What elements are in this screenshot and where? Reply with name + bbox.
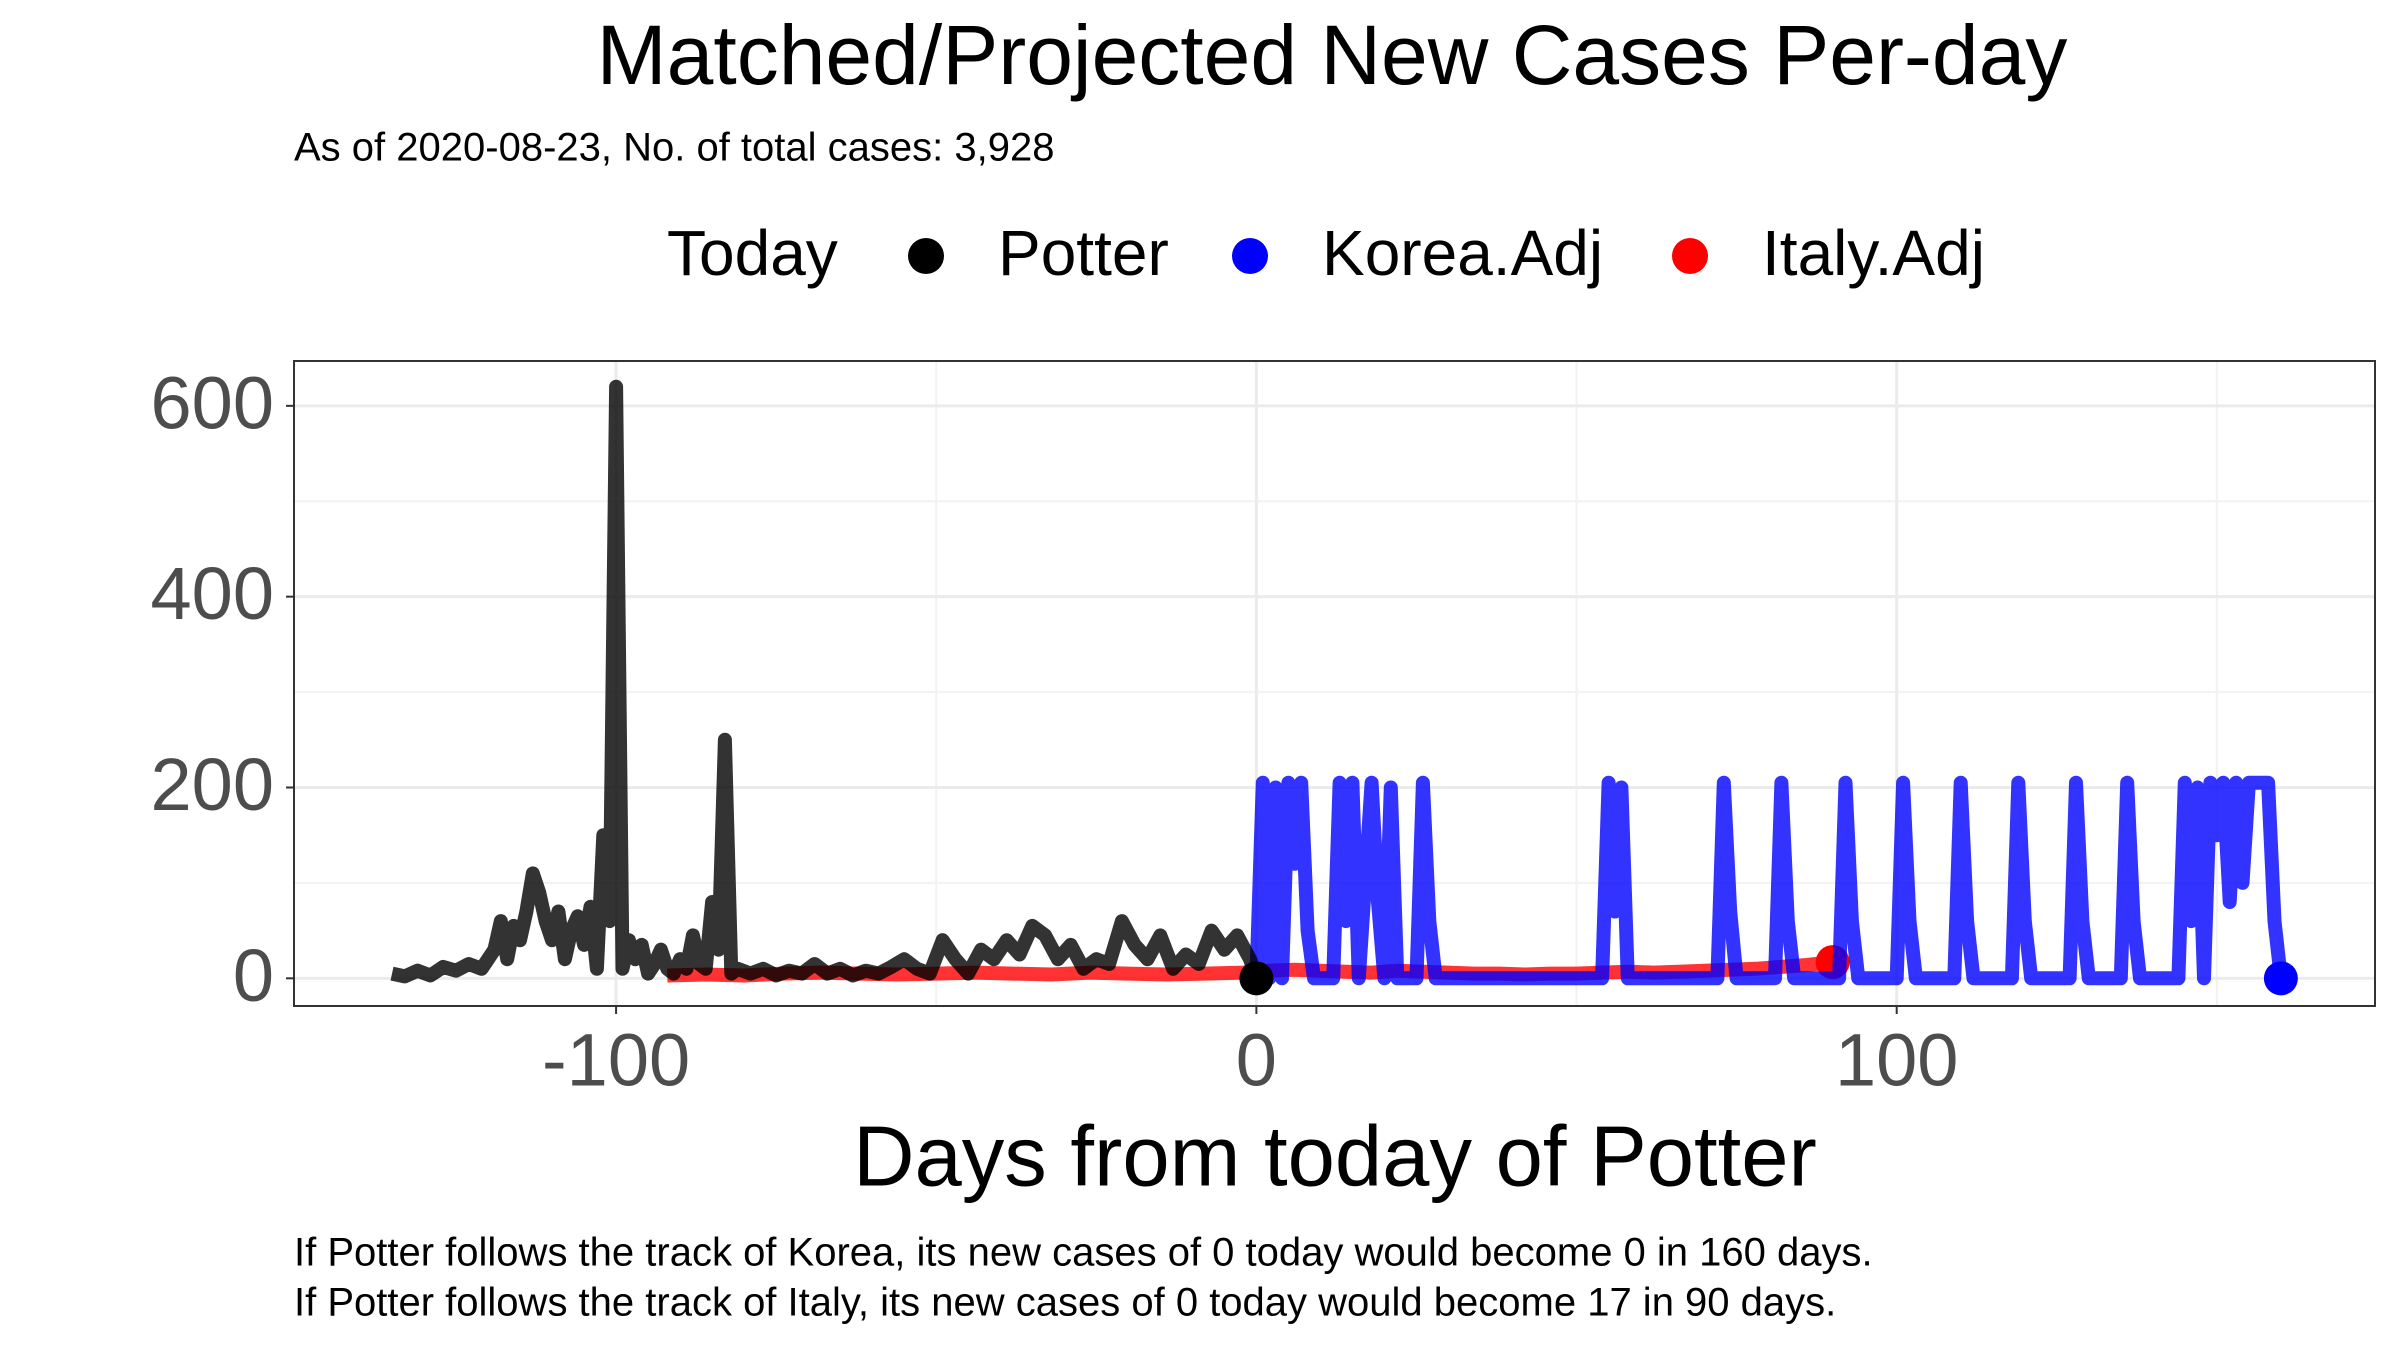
x-tick-label: -100 [542, 1019, 690, 1102]
caption: If Potter follows the track of Korea, it… [294, 1231, 1873, 1275]
y-tick-label: 400 [151, 552, 274, 635]
today-point [1239, 961, 1274, 996]
subtitle: As of 2020-08-23, No. of total cases: 3,… [294, 126, 1054, 170]
series-line [1249, 775, 2288, 986]
legend-label: Potter [998, 217, 1169, 289]
legend-marker [1672, 238, 1708, 274]
x-axis-label: Days from today of Potter [853, 1109, 1817, 1204]
series-line [390, 379, 1264, 984]
plot-area [390, 379, 2298, 996]
legend-label: Korea.Adj [1322, 217, 1603, 289]
legend-marker [1232, 238, 1268, 274]
legend-label: Italy.Adj [1762, 217, 1985, 289]
legend-marker [908, 238, 944, 274]
plot-border [293, 360, 2376, 1007]
y-tick-label: 600 [151, 361, 274, 444]
chart-title: Matched/Projected New Cases Per-day [597, 8, 2068, 102]
caption: If Potter follows the track of Italy, it… [294, 1281, 1836, 1325]
x-tick-label: 100 [1835, 1019, 1958, 1102]
legend-title: Today [667, 217, 838, 289]
y-tick-label: 200 [151, 743, 274, 826]
y-tick-label: 0 [233, 934, 274, 1017]
today-point [2263, 961, 2298, 996]
x-tick-label: 0 [1236, 1019, 1277, 1102]
